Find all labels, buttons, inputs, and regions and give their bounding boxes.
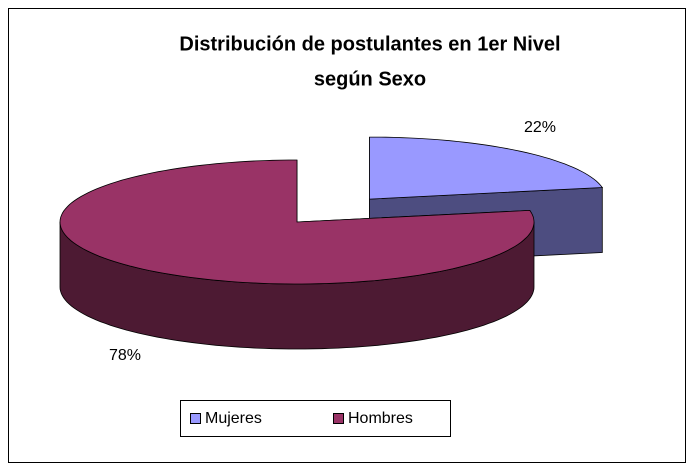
slice	[369, 136, 604, 200]
slice	[59, 159, 535, 285]
legend-swatch	[333, 413, 344, 424]
legend-label: Hombres	[348, 410, 413, 427]
data-label: 22%	[524, 119, 556, 136]
legend-label: Mujeres	[205, 410, 262, 427]
legend-swatch	[190, 413, 201, 424]
chart-title-line: según Sexo	[314, 68, 426, 90]
data-label: 78%	[109, 347, 141, 364]
legend	[180, 400, 451, 437]
chart-title-line: Distribución de postulantes en 1er Nivel	[179, 33, 560, 55]
